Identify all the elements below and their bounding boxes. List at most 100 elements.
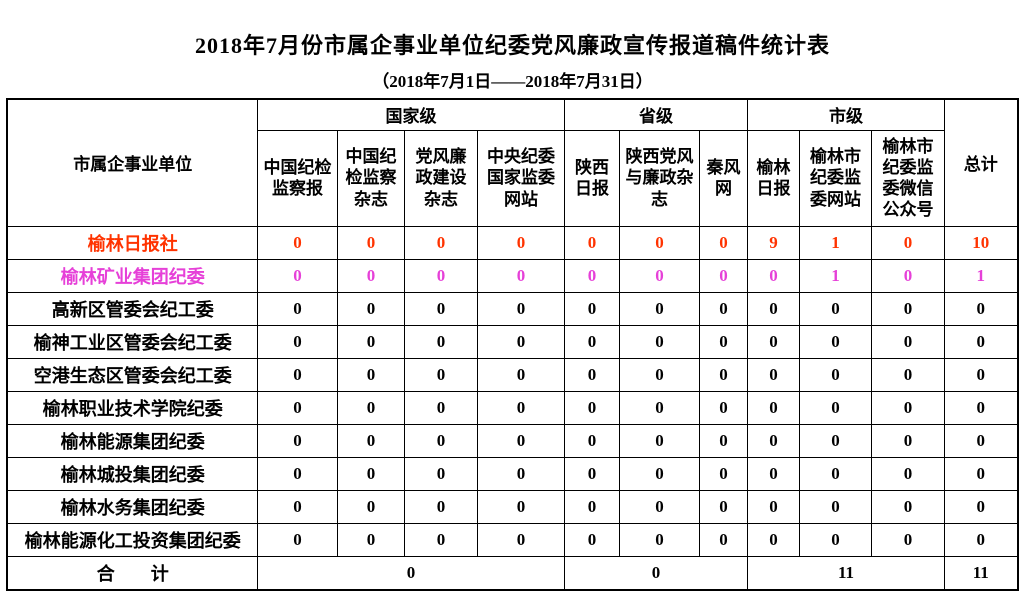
group-header-national: 国家级 [256,98,565,131]
count-cell: 0 [336,522,405,557]
count-cell: 0 [870,225,946,260]
unit-name: 榆林职业技术学院纪委 [6,390,258,425]
count-cell: 1 [799,258,872,293]
table-row: 空港生态区管委会纪工委 0 0 0 0 0 0 0 0 0 0 0 [6,357,1019,392]
count-cell: 0 [747,489,800,524]
count-cell: 0 [747,291,800,326]
count-cell: 0 [799,357,872,392]
count-cell: 0 [256,522,338,557]
count-cell: 0 [476,357,565,392]
count-cell: 0 [403,225,478,260]
count-cell: 0 [476,324,565,359]
count-cell: 0 [698,258,749,293]
count-cell: 0 [403,258,478,293]
count-cell: 0 [476,225,565,260]
count-cell: 0 [747,456,800,491]
count-cell: 0 [698,225,749,260]
summary-grand-total: 11 [944,555,1019,591]
count-cell: 0 [870,489,946,524]
page-title: 2018年7月份市属企事业单位纪委党风廉政宣传报道稿件统计表 [194,33,830,58]
row-total-cell: 10 [944,225,1019,260]
count-cell: 0 [336,423,405,458]
count-cell: 0 [799,522,872,557]
count-cell: 0 [403,522,478,557]
count-cell: 0 [336,489,405,524]
count-cell: 0 [403,291,478,326]
count-cell: 0 [870,456,946,491]
unit-name: 榆林日报社 [6,225,258,260]
count-cell: 0 [476,522,565,557]
count-cell: 0 [256,324,338,359]
unit-name: 空港生态区管委会纪工委 [6,357,258,392]
count-cell: 0 [256,291,338,326]
count-cell: 9 [747,225,800,260]
count-cell: 0 [403,456,478,491]
unit-name: 榆神工业区管委会纪工委 [6,324,258,359]
table-row: 榆林能源化工投资集团纪委 0 0 0 0 0 0 0 0 0 0 0 [6,522,1019,557]
count-cell: 0 [403,324,478,359]
summary-row: 合 计 0 0 11 11 [6,555,1019,591]
count-cell: 1 [799,225,872,260]
unit-name: 榆林能源化工投资集团纪委 [6,522,258,557]
count-cell: 0 [698,291,749,326]
group-header-row: 市属企事业单位 国家级 省级 市级 总计 [6,98,1019,227]
count-cell: 0 [698,489,749,524]
date-range-subtitle: （2018年7月1日——2018年7月31日） [372,72,653,91]
row-total-cell: 0 [944,522,1019,557]
count-cell: 0 [799,324,872,359]
count-cell: 0 [870,324,946,359]
table-row: 榆林城投集团纪委 0 0 0 0 0 0 0 0 0 0 0 [6,456,1019,491]
count-cell: 0 [256,225,338,260]
count-cell: 0 [618,291,700,326]
count-cell: 0 [799,456,872,491]
count-cell: 0 [563,258,620,293]
count-cell: 0 [870,357,946,392]
count-cell: 0 [403,489,478,524]
count-cell: 0 [618,258,700,293]
unit-name: 高新区管委会纪工委 [6,291,258,326]
column-header: 榆林日报 [747,129,800,227]
count-cell: 0 [799,390,872,425]
count-cell: 0 [256,357,338,392]
count-cell: 0 [870,390,946,425]
count-cell: 0 [336,390,405,425]
count-cell: 0 [698,456,749,491]
count-cell: 0 [256,390,338,425]
group-header-city: 市级 [746,98,946,131]
count-cell: 0 [336,291,405,326]
summary-city-total: 11 [746,555,946,591]
column-header: 党风廉政建设杂志 [403,129,478,227]
count-cell: 0 [563,390,620,425]
table-row: 榆林水务集团纪委 0 0 0 0 0 0 0 0 0 0 0 [6,489,1019,524]
column-header: 陕西日报 [563,129,620,227]
count-cell: 0 [799,489,872,524]
count-cell: 0 [618,357,700,392]
count-cell: 0 [870,291,946,326]
count-cell: 0 [563,291,620,326]
count-cell: 0 [799,291,872,326]
row-total-cell: 0 [944,456,1019,491]
group-header-provincial: 省级 [563,98,749,131]
count-cell: 0 [698,390,749,425]
count-cell: 0 [618,324,700,359]
row-total-cell: 0 [944,489,1019,524]
unit-name: 榆林能源集团纪委 [6,423,258,458]
count-cell: 0 [336,456,405,491]
table-body: 榆林日报社 0 0 0 0 0 0 0 9 1 0 10 榆林矿业集团纪委 0 0 0 0 0 0 0 0 1 0 1 高新区管… [6,225,1019,557]
statistics-table: 市属企事业单位 国家级 省级 市级 总计 中国纪检监察报 中国纪检监察杂志 党风… [6,98,1019,591]
count-cell: 0 [618,489,700,524]
count-cell: 0 [563,225,620,260]
count-cell: 0 [336,357,405,392]
row-total-cell: 0 [944,324,1019,359]
count-cell: 0 [476,489,565,524]
count-cell: 0 [747,258,800,293]
column-header-row: 中国纪检监察报 中国纪检监察杂志 党风廉政建设杂志 中央纪委国家监委网站 陕西日… [7,129,1017,227]
count-cell: 0 [870,258,946,293]
summary-national-total: 0 [256,555,565,591]
count-cell: 0 [476,456,565,491]
table-row: 榆林日报社 0 0 0 0 0 0 0 9 1 0 10 [6,225,1019,260]
count-cell: 0 [336,225,405,260]
column-header: 中央纪委国家监委网站 [476,129,565,227]
count-cell: 0 [563,423,620,458]
